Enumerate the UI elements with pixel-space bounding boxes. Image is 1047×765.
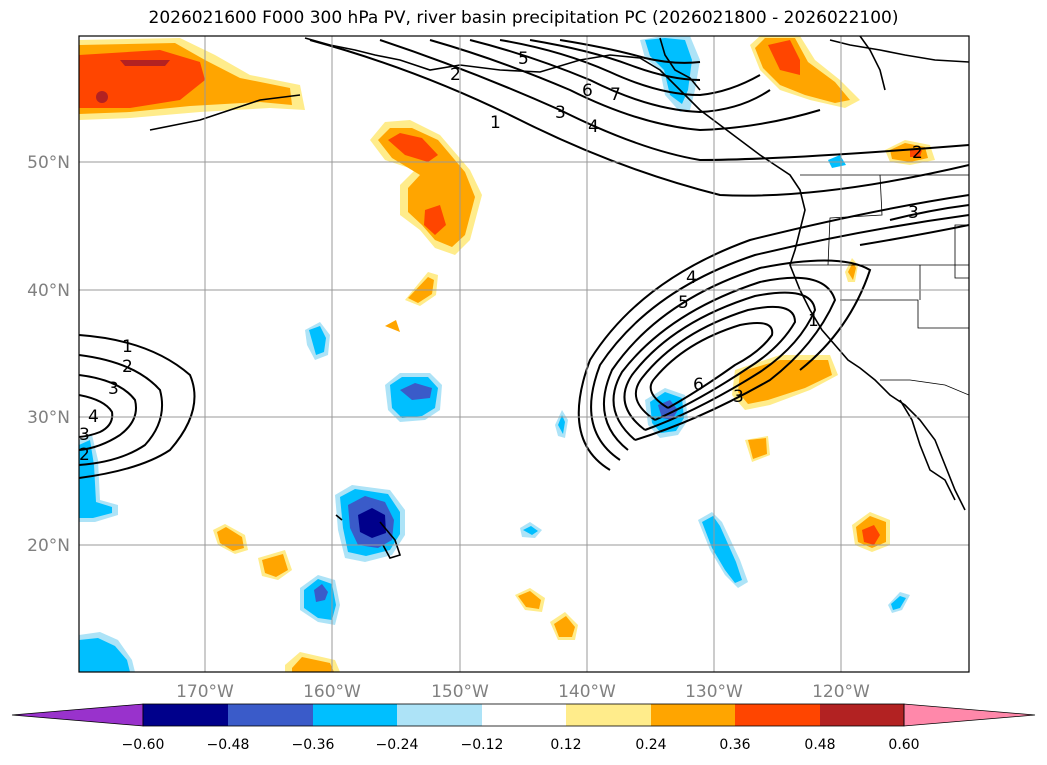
- lat-label: 30°N: [27, 408, 70, 428]
- contour-label: 2: [450, 65, 461, 85]
- contour-label: 6: [693, 375, 704, 395]
- contour-label: 4: [686, 268, 697, 288]
- contour-label: 1: [122, 337, 133, 357]
- contour-labels: 1 2 3 4 5 6 7 1 2 3 4 5 6 3 2 3 1 2 3 4: [79, 49, 923, 465]
- contour-label: 4: [588, 117, 599, 137]
- lat-label: 20°N: [27, 536, 70, 556]
- colorbar-tick-label: −0.60: [122, 737, 165, 753]
- colorbar-tick-label: −0.48: [207, 737, 250, 753]
- coastlines: [149, 36, 969, 559]
- colorbar-extend-right: [903, 703, 1036, 727]
- lon-label: 150°W: [431, 682, 489, 702]
- contour-label: 2: [912, 143, 923, 163]
- colorbar: −0.60 −0.48 −0.36 −0.24 −0.12 0.12 0.24 …: [11, 703, 1036, 753]
- lon-label: 170°W: [176, 682, 234, 702]
- map-layers: 1 2 3 4 5 6 7 1 2 3 4 5 6 3 2 3 1 2 3 4: [79, 36, 969, 672]
- lat-label: 50°N: [27, 153, 70, 173]
- colorbar-segment: [651, 704, 735, 726]
- colorbar-tick-label: 0.12: [550, 737, 581, 753]
- positive-precip-areas: [79, 36, 935, 672]
- contour-label: 5: [518, 49, 529, 69]
- colorbar-segment: [482, 704, 566, 726]
- contour-label: 1: [490, 113, 501, 133]
- colorbar-extend-left: [11, 703, 144, 727]
- contour-label: 3: [79, 425, 90, 445]
- lat-label: 40°N: [27, 281, 70, 301]
- colorbar-tick-label: −0.24: [376, 737, 419, 753]
- contour-label: 3: [733, 387, 744, 407]
- contour-label: 7: [610, 85, 621, 105]
- contour-label: 2: [122, 357, 133, 377]
- latitude-labels: 50°N 40°N 30°N 20°N: [27, 153, 70, 556]
- colorbar-tick-label: −0.12: [461, 737, 504, 753]
- gridlines: [79, 36, 969, 672]
- colorbar-segment: [143, 704, 228, 726]
- pv-contours: [79, 39, 969, 479]
- contour-label: 3: [908, 203, 919, 223]
- contour-label: 5: [678, 293, 689, 313]
- colorbar-tick-label: 0.24: [635, 737, 666, 753]
- contour-label: 1: [808, 311, 819, 331]
- colorbar-segment: [735, 704, 820, 726]
- colorbar-segment: [397, 704, 482, 726]
- colorbar-tick-label: 0.36: [719, 737, 750, 753]
- lon-label: 160°W: [303, 682, 361, 702]
- colorbar-segment: [820, 704, 904, 726]
- longitude-labels: 170°W 160°W 150°W 140°W 130°W 120°W: [176, 682, 870, 702]
- map-background: [79, 36, 969, 672]
- negative-precip-areas: [79, 36, 910, 672]
- colorbar-segment: [228, 704, 313, 726]
- colorbar-tick-label: 0.60: [888, 737, 919, 753]
- contour-label: 4: [88, 407, 99, 427]
- colorbar-segment: [313, 704, 397, 726]
- contour-label: 3: [108, 379, 119, 399]
- lon-label: 140°W: [558, 682, 616, 702]
- colorbar-tick-label: −0.36: [292, 737, 335, 753]
- map-title: 2026021600 F000 300 hPa PV, river basin …: [148, 8, 899, 28]
- colorbar-segment: [566, 704, 651, 726]
- lon-label: 120°W: [812, 682, 870, 702]
- colorbar-tick-label: 0.48: [804, 737, 835, 753]
- contour-label: 6: [582, 81, 593, 101]
- colorbar-outline: [142, 703, 905, 727]
- lon-label: 130°W: [685, 682, 743, 702]
- map-frame: [78, 35, 970, 673]
- contour-label: 2: [79, 445, 90, 465]
- contour-label: 3: [555, 103, 566, 123]
